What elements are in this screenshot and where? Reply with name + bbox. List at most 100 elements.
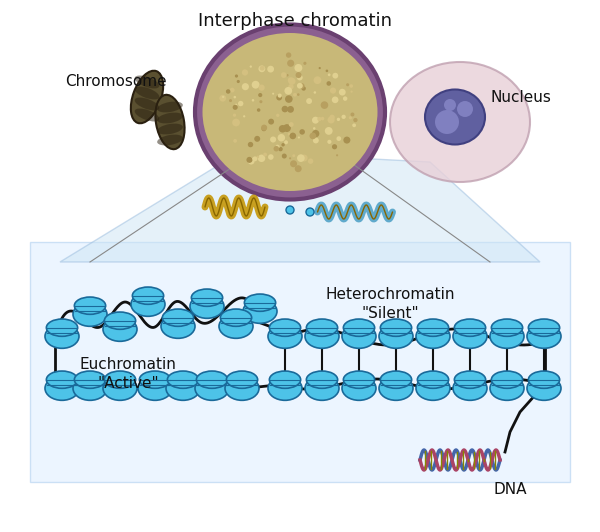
Circle shape: [287, 60, 294, 67]
Circle shape: [259, 65, 265, 72]
Circle shape: [281, 143, 285, 146]
Circle shape: [257, 109, 260, 112]
Ellipse shape: [134, 97, 160, 111]
Circle shape: [298, 136, 300, 138]
Ellipse shape: [46, 371, 77, 388]
Ellipse shape: [225, 376, 259, 400]
Ellipse shape: [220, 309, 251, 326]
Circle shape: [232, 119, 240, 127]
Circle shape: [306, 98, 312, 104]
Ellipse shape: [268, 376, 302, 400]
Ellipse shape: [379, 376, 413, 400]
Circle shape: [233, 139, 237, 143]
Circle shape: [288, 84, 293, 89]
Circle shape: [263, 153, 267, 156]
Circle shape: [284, 87, 292, 95]
Ellipse shape: [157, 113, 183, 123]
Ellipse shape: [454, 371, 485, 388]
Circle shape: [457, 101, 473, 117]
Circle shape: [313, 127, 316, 130]
Circle shape: [288, 78, 296, 85]
Circle shape: [352, 123, 356, 127]
Ellipse shape: [46, 319, 77, 336]
Ellipse shape: [157, 102, 183, 112]
Circle shape: [267, 66, 274, 72]
Circle shape: [284, 74, 286, 76]
Circle shape: [312, 130, 319, 137]
Circle shape: [220, 95, 226, 102]
Ellipse shape: [305, 376, 339, 400]
Circle shape: [287, 132, 290, 136]
Ellipse shape: [155, 95, 185, 149]
Circle shape: [233, 96, 236, 98]
Circle shape: [314, 76, 322, 84]
Ellipse shape: [490, 325, 524, 348]
Circle shape: [229, 99, 232, 102]
Circle shape: [308, 159, 313, 164]
Ellipse shape: [491, 319, 523, 336]
Ellipse shape: [203, 33, 377, 191]
Ellipse shape: [268, 325, 302, 348]
Circle shape: [332, 73, 338, 79]
Circle shape: [278, 94, 282, 98]
Circle shape: [268, 154, 274, 160]
Circle shape: [329, 114, 335, 120]
Ellipse shape: [74, 297, 106, 314]
Circle shape: [319, 67, 321, 69]
Circle shape: [274, 146, 279, 152]
Text: Heterochromatin
"Silent": Heterochromatin "Silent": [325, 287, 455, 321]
Ellipse shape: [190, 294, 224, 318]
Ellipse shape: [342, 325, 376, 348]
Circle shape: [230, 88, 235, 93]
Circle shape: [281, 72, 287, 78]
Circle shape: [260, 65, 265, 71]
Text: Interphase chromatin: Interphase chromatin: [198, 12, 392, 30]
Circle shape: [341, 115, 346, 119]
Circle shape: [321, 117, 325, 120]
Ellipse shape: [138, 376, 172, 400]
Circle shape: [233, 105, 238, 110]
Circle shape: [435, 110, 459, 134]
Circle shape: [226, 89, 230, 94]
Circle shape: [326, 70, 328, 72]
Circle shape: [286, 74, 289, 77]
Ellipse shape: [418, 319, 449, 336]
Circle shape: [296, 72, 302, 78]
Circle shape: [286, 52, 292, 58]
Text: Chromosome: Chromosome: [65, 74, 167, 89]
Circle shape: [289, 157, 291, 160]
Ellipse shape: [134, 87, 160, 99]
Circle shape: [270, 137, 276, 143]
Ellipse shape: [390, 62, 530, 182]
Circle shape: [237, 80, 240, 83]
Circle shape: [258, 93, 262, 97]
Circle shape: [283, 124, 291, 132]
Ellipse shape: [342, 376, 376, 400]
Ellipse shape: [157, 135, 183, 145]
Circle shape: [233, 113, 236, 117]
Circle shape: [259, 85, 265, 91]
Circle shape: [327, 140, 331, 144]
Ellipse shape: [219, 314, 253, 338]
Ellipse shape: [343, 371, 374, 388]
Ellipse shape: [167, 371, 199, 388]
Circle shape: [310, 132, 316, 139]
Ellipse shape: [196, 371, 227, 388]
Circle shape: [336, 154, 338, 156]
Ellipse shape: [163, 309, 194, 326]
Polygon shape: [60, 152, 540, 262]
Text: Euchromatin
"Active": Euchromatin "Active": [80, 357, 176, 390]
Circle shape: [330, 87, 336, 94]
Circle shape: [297, 93, 299, 96]
Circle shape: [325, 127, 332, 135]
Circle shape: [248, 142, 253, 147]
Ellipse shape: [104, 312, 136, 329]
Circle shape: [235, 104, 238, 106]
Circle shape: [313, 137, 319, 144]
Polygon shape: [30, 242, 570, 482]
Ellipse shape: [195, 24, 385, 200]
Ellipse shape: [161, 314, 195, 338]
Ellipse shape: [418, 371, 449, 388]
Circle shape: [299, 83, 305, 89]
Circle shape: [256, 156, 259, 159]
